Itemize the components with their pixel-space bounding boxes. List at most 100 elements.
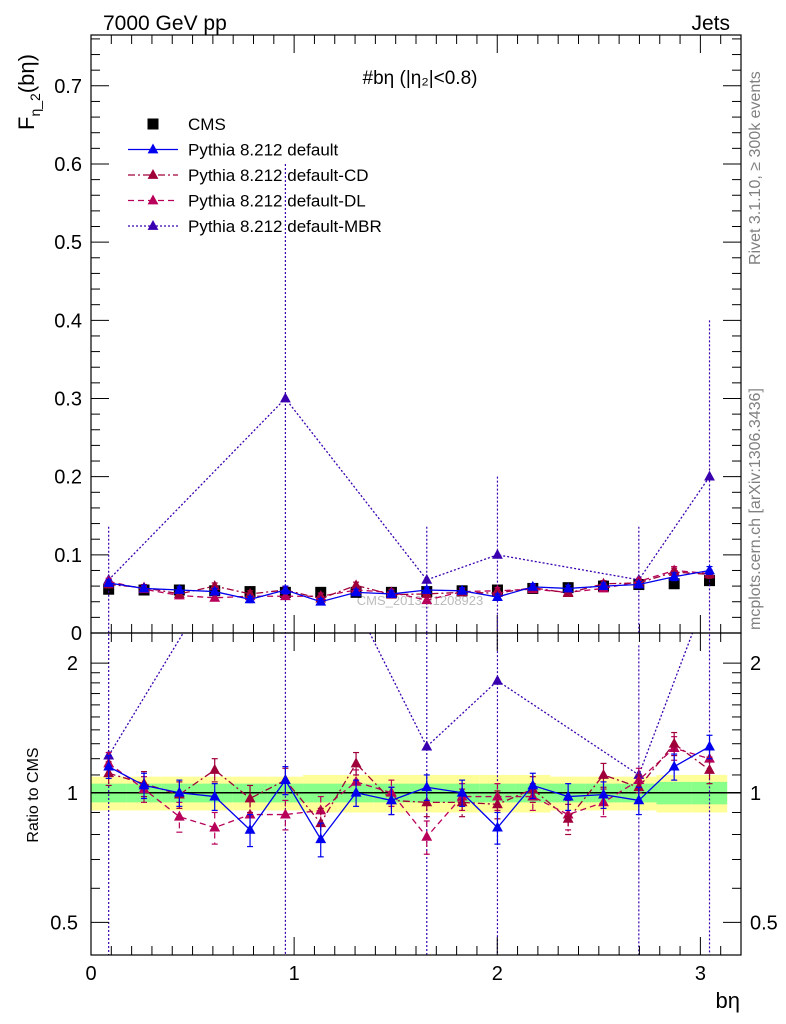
legend-marker: [147, 169, 159, 179]
ratio-y-label: Ratio to CMS: [25, 747, 42, 842]
series-2-line: [108, 571, 710, 600]
x-tick-label: 1: [289, 963, 300, 985]
ratio-series-1-point: [598, 768, 609, 779]
legend-label: Pythia 8.212 default-DL: [188, 192, 366, 211]
ratio-panel: 0 1 2 3 0.5 0.5 1 1 2 2 Ratio to CMS bη: [25, 632, 778, 1013]
ratio-series-2-point: [421, 830, 433, 841]
ratio-series-1-point: [668, 737, 680, 748]
ratio-frame: [90, 632, 742, 956]
ratio-series-1-point: [350, 757, 362, 768]
y-tick-label: 0: [71, 623, 82, 645]
category-label: Jets: [691, 12, 730, 35]
ratio-series-0-point: [633, 794, 645, 805]
series-3-point: [421, 594, 433, 605]
ratio-series-1-point: [315, 817, 327, 828]
legend-label: Pythia 8.212 default-CD: [188, 166, 369, 185]
legend: CMS Pythia 8.212 default Pythia 8.212 defa…: [128, 115, 382, 236]
series-1-point: [173, 584, 185, 594]
series-2-point: [350, 579, 362, 590]
ratio-series-0-point: [173, 786, 185, 797]
ratio-series-0-line: [108, 746, 710, 841]
ratio-series-2-point: [279, 808, 291, 819]
ratio-series-2-point: [244, 808, 256, 819]
main-panel: CMS_2013_I1208923 00.10.20.30.40.50.60.7…: [14, 34, 742, 645]
ratio-series-1-point: [244, 792, 256, 803]
y-tick-label: 0.3: [54, 388, 82, 410]
ratio-series-0-point: [209, 790, 221, 801]
ratio-y-tick-label: 1: [750, 783, 761, 805]
ratio-series-0-point: [562, 790, 574, 801]
main-axis-ticks: 0 0.1 0.2 0.3 0.4 0.5 0.6 0.7: [54, 35, 742, 645]
y-tick-label: 0.2: [54, 467, 82, 489]
ratio-series-2-point: [173, 810, 185, 821]
ratio-series-1-point: [633, 781, 645, 792]
series-1-point: [527, 580, 539, 591]
series-4-point: [492, 548, 503, 559]
series-4-point: [279, 392, 291, 403]
ratio-y-tick-label: 2: [67, 653, 78, 675]
legend-marker: [147, 194, 159, 205]
ratio-y-tick-label: 2: [750, 653, 761, 675]
y-tick-label: 0.5: [54, 232, 82, 254]
x-tick-label: 0: [85, 963, 96, 985]
x-axis-label: bη: [716, 988, 740, 1013]
ratio-series-1-point: [209, 763, 221, 774]
series-4-line: [108, 397, 711, 581]
cms-data-point: [668, 578, 680, 590]
series-4-point: [421, 573, 433, 584]
series-1-point: [562, 582, 574, 593]
ratio-series-2-point: [209, 821, 221, 832]
series-1-point: [598, 580, 609, 590]
series-2-point: [209, 580, 221, 590]
ratio-series-0-point: [386, 794, 397, 805]
series-2-point: [244, 587, 256, 598]
series-1-point: [668, 570, 680, 581]
ratio-series-1-line: [108, 742, 710, 825]
main-plot-area: [103, 163, 716, 633]
y-tick-label: 0.7: [54, 76, 82, 98]
ratio-series-0-point: [350, 786, 362, 797]
ratio-series-3-point: [492, 674, 503, 685]
series-1-point: [350, 586, 362, 597]
legend-label: Pythia 8.212 default-MBR: [188, 217, 382, 236]
x-tick-label: 3: [695, 963, 706, 985]
main-y-label: Fη_2(bη): [14, 54, 43, 130]
energy-label: 7000 GeV pp: [103, 12, 227, 35]
ratio-series-0-point: [492, 821, 503, 832]
ratio-series-2-line: [108, 747, 710, 838]
ratio-series-0-point: [456, 786, 468, 797]
series-1-point: [315, 595, 327, 606]
legend-marker-cms: [147, 118, 159, 130]
ratio-series-0-point: [279, 774, 291, 785]
series-1-point: [386, 587, 397, 598]
series-1-point: [704, 564, 715, 575]
series-1-point: [209, 585, 221, 596]
y-tick-label: 0.6: [54, 154, 82, 176]
ratio-series-3-line: [108, 633, 694, 776]
ratio-series-0-point: [668, 760, 680, 771]
y-tick-label: 0.4: [54, 310, 82, 332]
ratio-y-tick-label: 0.5: [750, 912, 778, 934]
ratio-series-0-point: [138, 779, 150, 790]
svg-text:Fη_2(bη): Fη_2(bη): [14, 54, 43, 130]
rivet-label: Rivet 3.1.10, ≥ 300k events: [747, 71, 764, 265]
ratio-series-0-point: [598, 788, 609, 799]
ratio-series-1-point: [704, 763, 715, 774]
series-4-point: [704, 470, 715, 481]
series-1-point: [421, 584, 433, 594]
legend-marker: [147, 143, 159, 154]
ratio-series-3-point: [421, 740, 433, 751]
series-1-point: [103, 576, 115, 587]
ratio-series-1-point: [562, 812, 574, 823]
ratio-series-0-point: [315, 833, 327, 844]
ratio-series-0-point: [527, 779, 539, 790]
legend-label: Pythia 8.212 default: [188, 141, 339, 160]
series-1-point: [138, 582, 150, 593]
main-title: #bη (|η₂|<0.8): [363, 68, 478, 89]
series-1-point: [633, 578, 645, 589]
legend-label: CMS: [188, 115, 226, 134]
series-1-line: [108, 569, 710, 603]
legend-marker: [147, 220, 159, 230]
series-1-point: [279, 584, 291, 594]
